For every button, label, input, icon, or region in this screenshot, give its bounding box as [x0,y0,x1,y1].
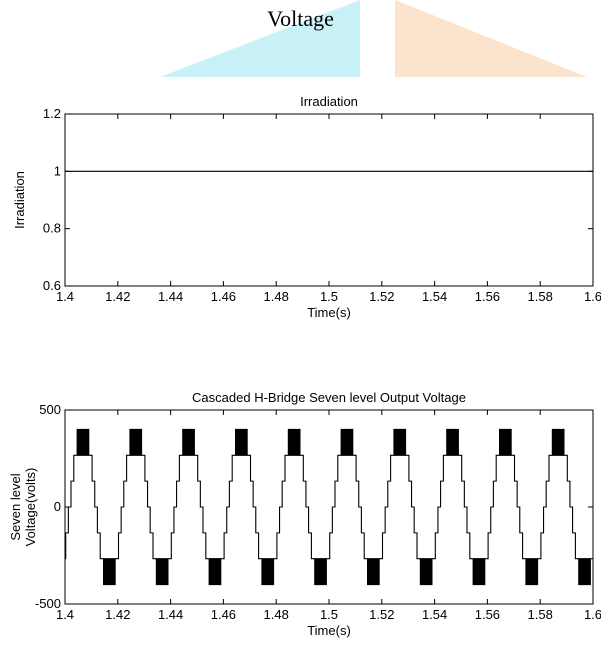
x-tick-label: 1.48 [264,289,289,304]
x-tick-label: 1.44 [158,289,183,304]
x-axis-label: Time(s) [307,623,351,638]
y-tick-label: -500 [35,596,61,611]
header-banner: Voltage [0,0,601,80]
chart-title: Cascaded H-Bridge Seven level Output Vol… [192,390,466,405]
y-axis-label: Voltage(volts) [23,468,38,547]
chart-1: 1.4 1.42 1.44 1.46 1.48 1.5 1.52 1.54 1.56 1.58 1.… [12,94,601,320]
x-tick-label: 1.5 [320,289,338,304]
x-tick-label: 1.6 [584,289,601,304]
plot-area-frame [64,113,594,287]
x-tick-label: 1.48 [264,607,289,622]
x-tick-label: 1.4 [56,289,74,304]
x-tick-label: 1.58 [528,289,553,304]
y-tick-label: 0.6 [43,278,61,293]
x-tick-label: 1.58 [528,607,553,622]
y-tick-label: 0 [54,499,61,514]
x-tick-label: 1.46 [211,607,236,622]
x-tick-label: 1.52 [369,607,394,622]
x-tick-label: 1.46 [211,289,236,304]
x-tick-label: 1.52 [369,289,394,304]
x-tick-label: 1.44 [158,607,183,622]
y-tick-label: 1 [54,163,61,178]
x-axis-label: Time(s) [307,305,351,320]
x-tick-label: 1.5 [320,607,338,622]
x-tick-label: 1.42 [105,607,130,622]
chart-2: 1.4 1.42 1.44 1.46 1.48 1.5 1.52 1.54 1.56 1.58 1.… [8,390,601,638]
y-axis-label: Seven level [8,473,23,540]
x-tick-label: 1.54 [422,607,447,622]
x-tick-label: 1.54 [422,289,447,304]
x-tick-label: 1.4 [56,607,74,622]
y-tick-label: 500 [39,402,61,417]
page-title: Voltage [267,6,334,31]
y-tick-label: 0.8 [43,221,61,236]
y-axis-label: Irradiation [12,171,27,229]
chart-title: Irradiation [300,94,358,109]
x-tick-label: 1.42 [105,289,130,304]
plot-area-frame [64,409,594,605]
y-tick-label: 1.2 [43,106,61,121]
series-line-1 [65,428,593,586]
x-tick-label: 1.56 [475,289,500,304]
x-tick-label: 1.56 [475,607,500,622]
x-tick-label: 1.6 [584,607,601,622]
